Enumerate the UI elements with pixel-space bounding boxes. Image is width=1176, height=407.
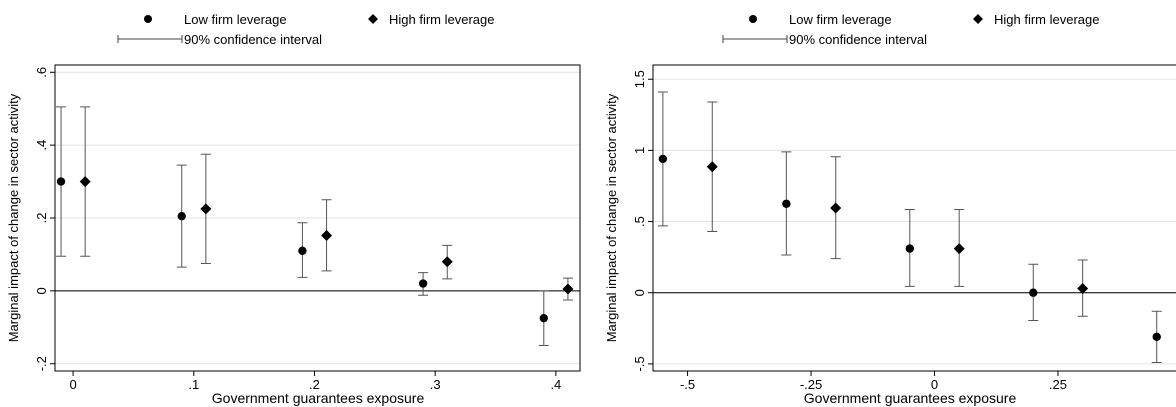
- low-leverage-point: [56, 177, 66, 186]
- low-leverage-point: [782, 199, 791, 208]
- legend-ci-marker: [722, 35, 788, 43]
- y-axis-title-left: Marginal impact of change in sector acti…: [6, 93, 21, 342]
- y-tick-label: .6: [34, 67, 49, 78]
- x-tick-label: .25: [1049, 377, 1067, 392]
- legend-ci-label: 90% confidence interval: [184, 32, 322, 47]
- high-leverage-point: [79, 176, 91, 188]
- y-tick-label: .2: [34, 213, 49, 224]
- low-leverage-point: [1152, 332, 1161, 342]
- x-tick-label: .4: [550, 377, 561, 392]
- high-leverage-point: [562, 283, 574, 295]
- x-axis-title-right: Government guarantees exposure: [804, 390, 1017, 406]
- legend-low-marker: [144, 15, 152, 23]
- y-tick-label: 1: [632, 147, 647, 154]
- x-tick-label: 0: [69, 377, 76, 392]
- legend-low-label: Low firm leverage: [184, 12, 287, 27]
- high-leverage-point: [706, 161, 718, 173]
- low-leverage-point: [1029, 288, 1038, 297]
- legend-ci-marker: [117, 35, 183, 43]
- low-leverage-point: [298, 246, 307, 255]
- legend-ci-label: 90% confidence interval: [789, 32, 927, 47]
- x-tick-label: 0: [931, 377, 938, 392]
- legend-right: Low firm leverage High firm leverage 90%…: [722, 12, 1100, 47]
- y-tick-label: 1.5: [632, 70, 647, 88]
- legend-high-label: High firm leverage: [389, 12, 495, 27]
- legend-low-marker: [749, 15, 757, 23]
- y-tick-label: .5: [632, 216, 647, 227]
- chart-panel-left: -.2 0 .2 .4 .6 0 .1 .2 .3 .4: [34, 64, 581, 392]
- x-tick-label: -.25: [800, 377, 822, 392]
- y-tick-label: 0: [34, 287, 49, 294]
- high-leverage-point: [830, 202, 842, 214]
- y-axis-title-right: Marginal impact of change in sector acti…: [604, 93, 619, 342]
- data-layer: [56, 106, 574, 346]
- x-tick-label: .2: [309, 377, 320, 392]
- low-leverage-point: [418, 279, 428, 288]
- low-leverage-point: [905, 244, 915, 253]
- high-leverage-point: [200, 203, 212, 215]
- low-leverage-point: [539, 313, 548, 323]
- y-tick-label: 0: [632, 289, 647, 296]
- y-tick-label: .4: [34, 140, 49, 151]
- legend-high-marker: [368, 14, 378, 24]
- y-tick-label: -.5: [632, 356, 647, 371]
- high-leverage-point: [953, 243, 965, 255]
- high-leverage-point: [321, 229, 333, 241]
- low-leverage-point: [177, 211, 186, 221]
- plot-frame: [652, 64, 1176, 372]
- high-leverage-point: [1077, 282, 1089, 294]
- legend-high-label: High firm leverage: [994, 12, 1100, 27]
- x-axis-title-left: Government guarantees exposure: [212, 390, 425, 406]
- high-leverage-point: [441, 256, 453, 268]
- data-layer: [657, 91, 1162, 363]
- low-leverage-point: [658, 154, 668, 164]
- legend-high-marker: [973, 14, 983, 24]
- x-tick-label: -.5: [680, 377, 695, 392]
- chart-panel-right: -.50.511.5-.5-.250.25.5: [632, 64, 1176, 392]
- x-tick-label: .1: [188, 377, 199, 392]
- legend-low-label: Low firm leverage: [789, 12, 892, 27]
- legend-left: Low firm leverage High firm leverage 90%…: [117, 12, 495, 47]
- x-tick-label: .3: [430, 377, 441, 392]
- y-tick-label: -.2: [34, 356, 49, 371]
